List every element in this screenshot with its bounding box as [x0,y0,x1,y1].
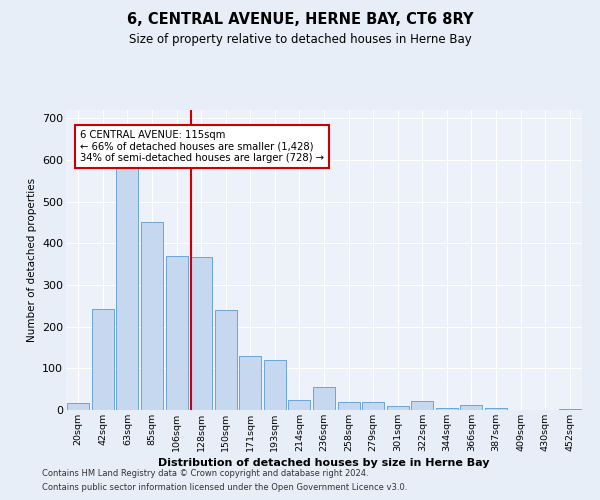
Bar [67,402,89,410]
Text: 6 CENTRAL AVENUE: 115sqm
← 66% of detached houses are smaller (1,428)
34% of sem: 6 CENTRAL AVENUE: 115sqm ← 66% of detach… [80,130,324,163]
Bar [166,256,188,410]
Bar [264,360,286,410]
Bar [386,406,409,410]
Text: Size of property relative to detached houses in Herne Bay: Size of property relative to detached ho… [128,32,472,46]
Bar [313,387,335,410]
Bar [411,401,433,410]
Bar [436,408,458,410]
X-axis label: Distribution of detached houses by size in Herne Bay: Distribution of detached houses by size … [158,458,490,468]
Text: Contains HM Land Registry data © Crown copyright and database right 2024.: Contains HM Land Registry data © Crown c… [42,468,368,477]
Bar [485,408,507,410]
Bar [289,400,310,410]
Text: Contains public sector information licensed under the Open Government Licence v3: Contains public sector information licen… [42,484,407,492]
Bar [559,409,581,410]
Bar [92,309,114,410]
Bar [116,155,139,410]
Bar [141,222,163,410]
Bar [190,256,212,410]
Bar [460,405,482,410]
Text: 6, CENTRAL AVENUE, HERNE BAY, CT6 8RY: 6, CENTRAL AVENUE, HERNE BAY, CT6 8RY [127,12,473,28]
Bar [338,402,359,410]
Y-axis label: Number of detached properties: Number of detached properties [26,178,37,342]
Bar [215,310,237,410]
Bar [239,356,262,410]
Bar [362,402,384,410]
